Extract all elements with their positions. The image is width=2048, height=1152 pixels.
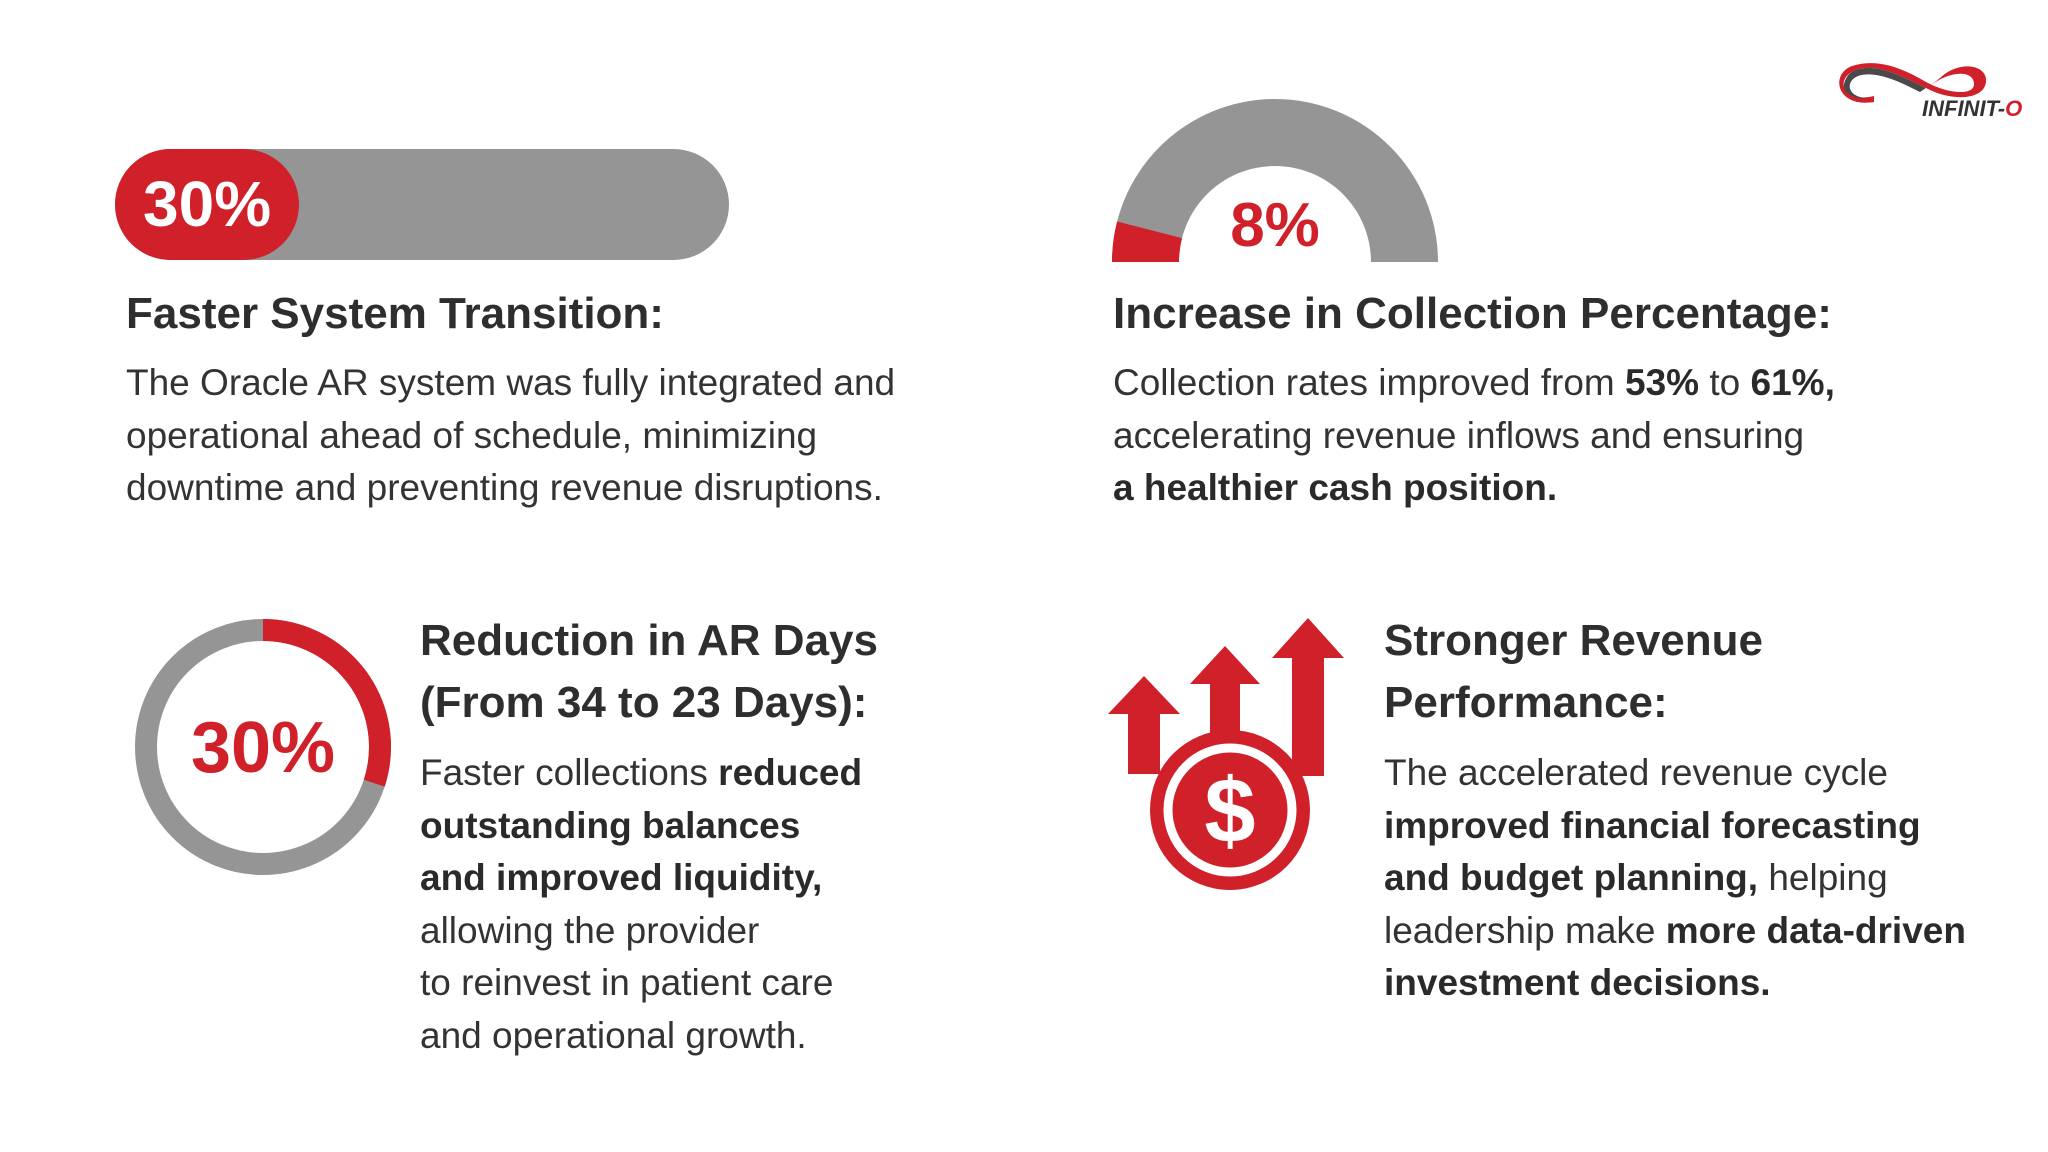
dollar-sign-icon: $ [1204,760,1255,862]
company-logo: INFINIT-O [1834,56,2040,130]
revenue-heading-line-2: Performance: [1384,678,1668,727]
collection-percent-label: 8% [1230,191,1320,260]
ar-days-heading-line-2: (From 34 to 23 Days): [420,678,868,727]
ar-days-line-1: Faster collections reduced [420,752,863,793]
ar-days-line-2: outstanding balances [420,804,801,846]
collection-line-2: accelerating revenue inflows and ensurin… [1113,414,1805,456]
collection-description: Collection rates improved from 53% to 61… [1113,357,1835,515]
gauge-track [1112,99,1438,262]
collection-line-3: a healthier cash position. [1113,467,1558,508]
transition-description: The Oracle AR system was fully integrate… [126,357,895,515]
transition-progress-bar: 30% [115,149,729,260]
logo-text: INFINIT-O [1922,96,2023,121]
ar-days-line-3: and improved liquidity, [420,857,823,898]
ar-days-percent-label: 30% [191,708,335,788]
ar-days-ring: 30% [135,619,391,875]
arrow-up-icon-medium [1190,646,1260,754]
ar-days-line-5: to reinvest in patient care [420,962,834,1003]
arrow-up-icon-small [1108,676,1180,774]
collection-gauge: 8% [1112,99,1438,262]
revenue-line-5: investment decisions. [1384,962,1771,1003]
transition-line-1: The Oracle AR system was fully integrate… [126,362,896,403]
revenue-line-2: improved financial forecasting [1384,804,1921,846]
coin-icon [1150,730,1310,890]
collection-heading: Increase in Collection Percentage: [1113,289,1832,338]
ar-days-heading-line-1: Reduction in AR Days [420,616,878,665]
ar-days-line-6: and operational growth. [420,1014,807,1056]
collection-line-1: Collection rates improved from 53% to 61… [1113,362,1835,403]
progress-bar-fill [115,149,300,260]
revenue-heading-line-1: Stronger Revenue [1384,616,1763,665]
transition-line-2: operational ahead of schedule, minimizin… [126,414,818,456]
revenue-line-3: and budget planning, helping [1384,857,1888,898]
transition-heading: Faster System Transition: [126,289,664,338]
ar-days-description: Faster collections reduced outstanding b… [420,747,862,1062]
gauge-fill [1112,221,1183,262]
ar-days-line-4: allowing the provider [420,909,760,951]
revenue-description: The accelerated revenue cycle improved f… [1384,747,1966,1010]
arrow-up-icon-large [1272,618,1344,776]
revenue-heading: Stronger Revenue Performance: [1384,610,1763,734]
transition-line-3: downtime and preventing revenue disrupti… [126,467,883,508]
revenue-line-1: The accelerated revenue cycle [1384,752,1888,793]
transition-percent-label: 30% [143,168,272,240]
revenue-growth-icon: $ [1108,618,1344,890]
revenue-line-4: leadership make more data-driven [1384,909,1966,951]
ring-fill [135,619,391,875]
ar-days-heading: Reduction in AR Days (From 34 to 23 Days… [420,610,878,734]
infinity-logo-icon [1839,63,1987,103]
